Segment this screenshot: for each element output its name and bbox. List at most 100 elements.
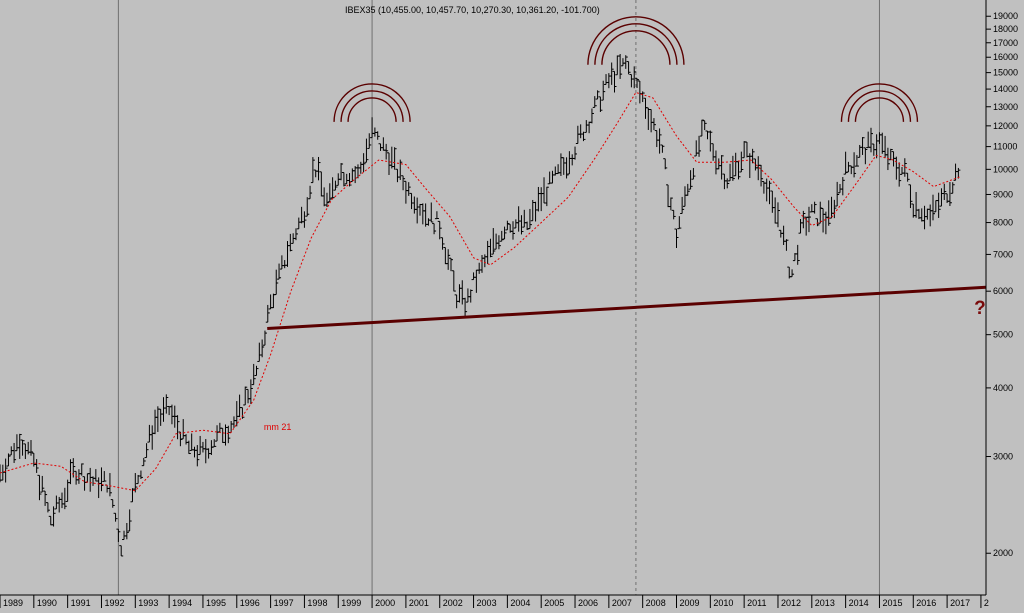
price-bar	[897, 162, 902, 187]
support-trendline	[267, 285, 987, 331]
x-tick-label: 2001	[409, 598, 429, 608]
price-bar	[852, 152, 857, 178]
price-bar	[406, 182, 411, 196]
price-bar	[341, 172, 346, 187]
x-tick-label: 2004	[510, 598, 530, 608]
chart-title: IBEX35 (10,455.00, 10,457.70, 10,270.30,…	[345, 5, 600, 15]
x-tick-label: 1993	[138, 598, 158, 608]
price-bar	[660, 144, 665, 153]
price-bar	[750, 148, 755, 164]
price-bar	[392, 147, 397, 170]
price-bar	[277, 263, 282, 280]
price-bar	[592, 96, 597, 108]
price-bar	[133, 473, 138, 493]
price-bar	[519, 215, 524, 235]
x-tick-label: 2013	[815, 598, 835, 608]
price-bar	[347, 173, 352, 187]
price-bar	[40, 475, 45, 493]
price-bar	[17, 433, 22, 459]
x-tick-label: 1990	[37, 598, 57, 608]
x-tick-label: 2008	[646, 598, 666, 608]
price-bar	[310, 157, 315, 184]
price-bar	[499, 230, 504, 242]
price-bar	[677, 216, 682, 230]
y-tick-label: 11000	[993, 142, 1017, 152]
price-bar	[663, 158, 668, 170]
price-bar	[6, 453, 11, 467]
price-bar	[527, 208, 532, 230]
price-bar	[226, 425, 231, 444]
x-tick-label: 2017	[950, 598, 970, 608]
price-bar	[260, 339, 265, 358]
price-bar	[950, 182, 955, 194]
price-bar	[110, 499, 115, 508]
price-bar	[601, 80, 606, 101]
price-bar	[691, 167, 696, 180]
y-tick-label: 13000	[993, 102, 1018, 112]
y-tick-label: 2000	[993, 548, 1013, 558]
price-bar	[739, 151, 744, 173]
question-mark-annotation: ?	[974, 298, 986, 319]
price-bar	[144, 443, 149, 459]
y-tick-label: 4000	[993, 383, 1013, 393]
price-bar	[674, 228, 679, 249]
price-bar	[618, 54, 623, 79]
price-bar	[815, 218, 820, 227]
price-bar	[612, 70, 617, 93]
price-bar	[429, 202, 434, 223]
price-bar	[564, 157, 569, 179]
x-tick-label: 2016	[916, 598, 936, 608]
price-bar	[491, 228, 496, 255]
x-tick-label: 1994	[172, 598, 192, 608]
arc-group-0	[333, 83, 411, 122]
x-tick-label: 1989	[3, 598, 23, 608]
price-bar	[942, 183, 947, 200]
price-bar	[868, 127, 873, 153]
price-bar	[302, 211, 307, 228]
price-bar	[657, 128, 662, 154]
price-bar	[589, 108, 594, 124]
price-bar	[573, 146, 578, 160]
price-bar	[437, 220, 442, 240]
price-bar	[826, 200, 831, 226]
price-bar	[908, 184, 913, 209]
price-bar	[243, 386, 248, 406]
price-bar	[451, 270, 456, 292]
price-bar	[725, 178, 730, 189]
x-tick-label: 2005	[544, 598, 564, 608]
x-tick-label: 1992	[104, 598, 124, 608]
price-bar	[759, 164, 764, 187]
price-bar	[113, 512, 118, 522]
x-tick-label: 2003	[477, 598, 497, 608]
price-bar	[505, 220, 510, 231]
y-tick-label: 9000	[993, 189, 1013, 199]
price-bar	[141, 457, 146, 467]
price-bar	[697, 135, 702, 157]
price-bar	[440, 237, 445, 250]
price-bar	[449, 257, 454, 272]
price-bar	[680, 196, 685, 214]
price-bar	[626, 61, 631, 75]
price-bar	[367, 133, 372, 149]
price-bar	[511, 221, 516, 240]
x-tick-label: 1999	[341, 598, 361, 608]
price-bar	[375, 131, 380, 140]
price-bar	[581, 131, 586, 142]
x-tick-label: 1995	[206, 598, 226, 608]
x-tick-label: 1997	[274, 598, 294, 608]
price-bar	[699, 119, 704, 137]
top-arcs	[333, 16, 919, 122]
price-bar	[51, 506, 56, 527]
price-bar	[361, 153, 366, 173]
price-bar	[401, 175, 406, 191]
price-bar	[806, 206, 811, 233]
x-tick-label: 2011	[747, 598, 766, 608]
y-tick-label: 18000	[993, 24, 1018, 34]
x-tick-label: 2000	[375, 598, 395, 608]
price-bar	[262, 330, 267, 346]
price-bar	[384, 143, 389, 160]
price-bar	[175, 415, 180, 440]
price-bar	[651, 118, 656, 131]
y-tick-label: 14000	[993, 84, 1018, 94]
